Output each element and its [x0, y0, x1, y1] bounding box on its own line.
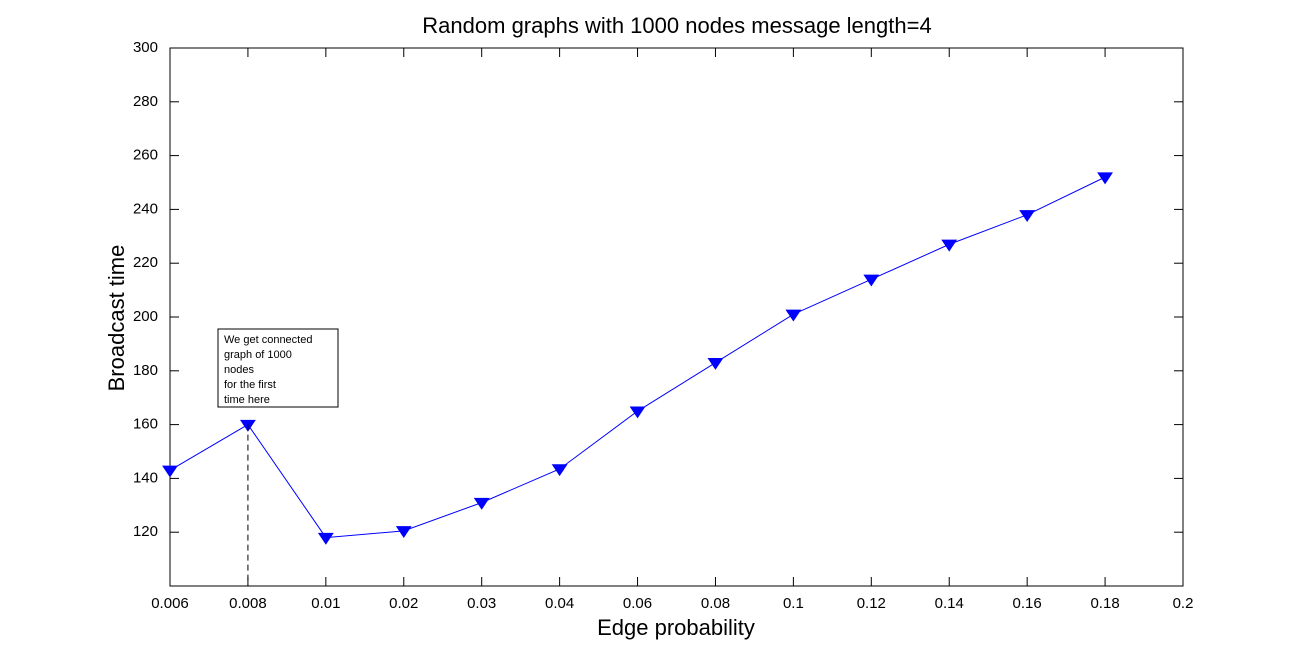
annotation-text: We get connected	[224, 334, 312, 346]
x-tick-label: 0.18	[1090, 595, 1119, 612]
marker	[395, 526, 412, 539]
x-tick-label: 0.03	[467, 595, 496, 612]
y-tick-label: 220	[133, 254, 158, 271]
marker	[629, 406, 646, 419]
x-axis-label: Edge probability	[597, 615, 755, 640]
y-tick-label: 280	[133, 93, 158, 110]
x-tick-label: 0.14	[935, 595, 964, 612]
marker	[1097, 172, 1114, 185]
x-tick-label: 0.006	[151, 595, 189, 612]
y-tick-label: 180	[133, 362, 158, 379]
marker	[162, 465, 178, 478]
y-axis-label: Broadcast time	[104, 245, 129, 392]
y-tick-label: 260	[133, 147, 158, 164]
x-tick-label: 0.06	[623, 595, 652, 612]
annotation-text: graph of 1000	[224, 349, 292, 361]
marker	[473, 497, 490, 510]
y-tick-label: 300	[133, 39, 158, 56]
annotation-text: nodes	[224, 364, 254, 376]
x-tick-label: 0.02	[389, 595, 418, 612]
x-tick-label: 0.01	[311, 595, 340, 612]
y-tick-label: 140	[133, 469, 158, 486]
marker	[941, 239, 958, 252]
y-tick-label: 120	[133, 523, 158, 540]
x-tick-label: 0.1	[783, 595, 804, 612]
y-tick-label: 200	[133, 308, 158, 325]
annotation-box	[217, 328, 339, 408]
marker	[317, 532, 334, 545]
chart-title: Random graphs with 1000 nodes message le…	[422, 13, 931, 38]
y-tick-label: 160	[133, 416, 158, 433]
x-tick-label: 0.12	[857, 595, 886, 612]
x-tick-label: 0.16	[1013, 595, 1042, 612]
marker	[1019, 210, 1036, 222]
marker	[785, 309, 802, 322]
marker	[863, 274, 880, 287]
marker	[707, 358, 724, 370]
annotation-text: time here	[224, 394, 270, 406]
y-tick-label: 240	[133, 200, 158, 217]
x-tick-label: 0.08	[701, 595, 730, 612]
x-tick-label: 0.2	[1173, 595, 1194, 612]
x-tick-label: 0.04	[545, 595, 574, 612]
annotation-text: for the first	[224, 379, 276, 391]
marker	[551, 464, 568, 477]
x-tick-label: 0.008	[229, 595, 267, 612]
